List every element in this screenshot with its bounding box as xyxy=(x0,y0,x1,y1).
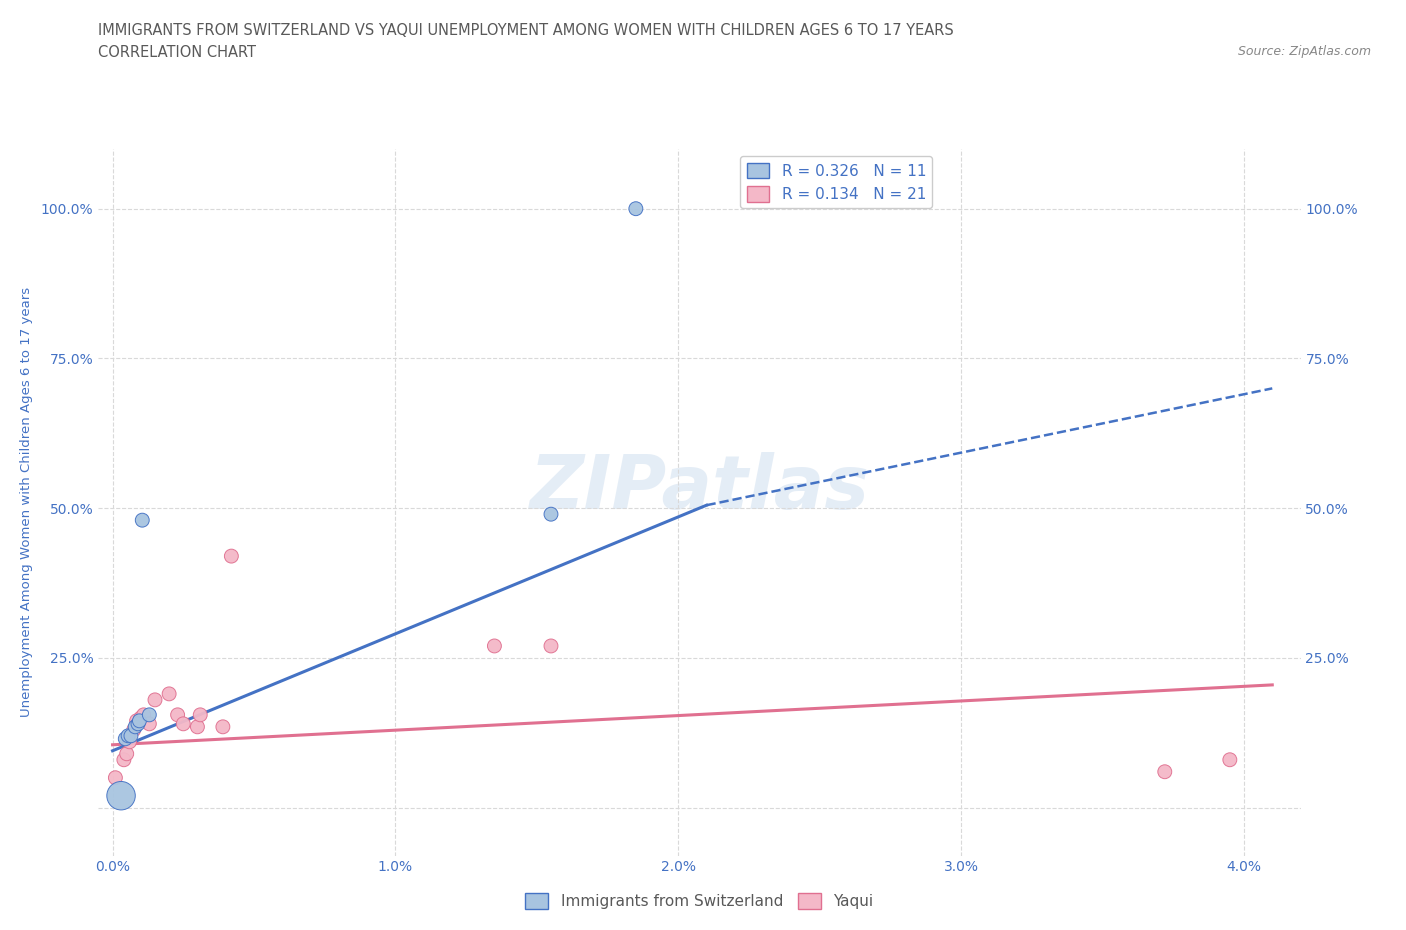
Point xyxy=(212,720,235,735)
Point xyxy=(131,512,153,527)
Point xyxy=(112,752,135,767)
Point xyxy=(127,716,149,731)
Point xyxy=(157,686,180,701)
Point xyxy=(138,716,160,731)
Point xyxy=(1153,764,1175,779)
Point xyxy=(540,507,562,522)
Point xyxy=(118,735,141,750)
Point xyxy=(104,770,127,785)
Point xyxy=(128,713,150,728)
Point xyxy=(110,789,132,804)
Point xyxy=(540,639,562,654)
Point xyxy=(124,720,146,735)
Point xyxy=(221,549,243,564)
Point xyxy=(132,708,155,723)
Text: Source: ZipAtlas.com: Source: ZipAtlas.com xyxy=(1237,45,1371,58)
Point xyxy=(484,639,506,654)
Point xyxy=(186,720,208,735)
Point xyxy=(115,747,138,762)
Point xyxy=(122,723,145,737)
Point xyxy=(624,201,647,216)
Point xyxy=(1219,752,1241,767)
Y-axis label: Unemployment Among Women with Children Ages 6 to 17 years: Unemployment Among Women with Children A… xyxy=(20,287,32,717)
Point xyxy=(117,728,139,743)
Point xyxy=(125,713,148,728)
Point xyxy=(188,708,211,723)
Text: IMMIGRANTS FROM SWITZERLAND VS YAQUI UNEMPLOYMENT AMONG WOMEN WITH CHILDREN AGES: IMMIGRANTS FROM SWITZERLAND VS YAQUI UNE… xyxy=(98,23,955,38)
Point xyxy=(129,711,152,725)
Legend: Immigrants from Switzerland, Yaqui: Immigrants from Switzerland, Yaqui xyxy=(519,887,880,915)
Point xyxy=(143,693,166,708)
Text: ZIPatlas: ZIPatlas xyxy=(530,452,869,525)
Point xyxy=(138,708,160,723)
Text: CORRELATION CHART: CORRELATION CHART xyxy=(98,45,256,60)
Point xyxy=(172,716,194,731)
Point xyxy=(120,728,142,743)
Point xyxy=(166,708,188,723)
Point xyxy=(114,731,136,746)
